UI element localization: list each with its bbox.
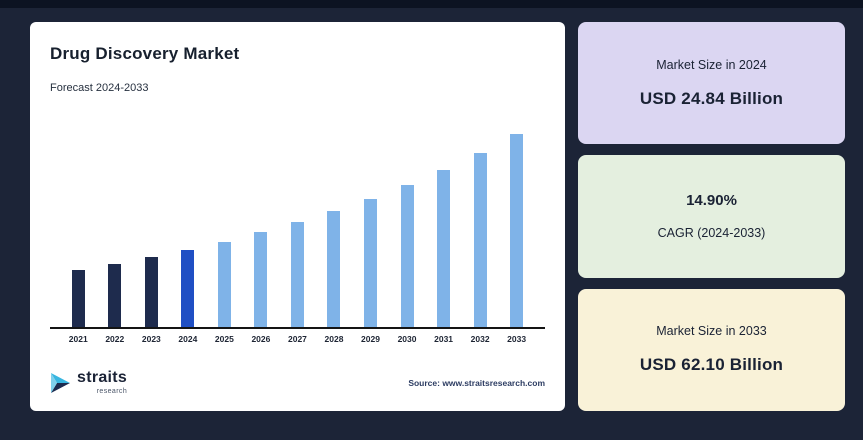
stat-label-cagr: CAGR (2024-2033) — [657, 226, 766, 241]
straits-logo: straits research — [50, 370, 127, 395]
top-edge-strip — [0, 0, 863, 8]
logo-subtitle: research — [96, 388, 128, 395]
straits-logo-icon — [51, 372, 70, 393]
bar-2026 — [243, 125, 280, 327]
chart-panel: Drug Discovery Market Forecast 2024-2033… — [30, 22, 565, 411]
bar-2033 — [498, 125, 535, 327]
chart-title: Drug Discovery Market — [50, 44, 240, 63]
stat-card-market-size-2033: Market Size in 2033 USD 62.10 Billion — [578, 288, 845, 411]
stats-column: Market Size in 2024 USD 24.84 Billion 14… — [578, 22, 845, 411]
x-tick-2030: 2030 — [397, 334, 417, 344]
bar-chart: 2021 2022 2023 2024 2025 2026 2027 2028 2029 2030… — [50, 94, 545, 344]
x-tick-2022: 2022 — [105, 334, 125, 344]
x-tick-2023: 2023 — [141, 334, 161, 344]
x-tick-2027: 2027 — [287, 334, 307, 344]
x-tick-2021: 2021 — [68, 334, 88, 344]
x-tick-2032: 2032 — [470, 334, 490, 344]
bar-2021 — [60, 125, 97, 327]
stat-value-cagr: 14.90% — [686, 192, 737, 210]
x-tick-2028: 2028 — [324, 334, 344, 344]
bar-2031 — [425, 125, 462, 327]
bar-plot — [50, 125, 545, 329]
bar-2029 — [352, 125, 389, 327]
bar-2032 — [462, 125, 499, 327]
stat-value-2024: USD 24.84 Billion — [639, 88, 784, 108]
stat-label-2024: Market Size in 2024 — [656, 57, 767, 72]
stat-card-market-size-2024: Market Size in 2024 USD 24.84 Billion — [578, 22, 845, 145]
bar-2030 — [389, 125, 426, 327]
x-tick-2025: 2025 — [214, 334, 234, 344]
straits-logo-text: straits research — [77, 369, 128, 396]
x-axis-labels: 2021 2022 2023 2024 2025 2026 2027 2028 2029 2030… — [50, 334, 545, 344]
bar-2024 — [170, 125, 207, 327]
bar-2023 — [133, 125, 170, 327]
chart-subtitle: Forecast 2024-2033 — [50, 82, 149, 94]
stat-label-2033: Market Size in 2033 — [656, 324, 767, 339]
panel-footer: straits research Source: www.straitsrese… — [50, 370, 545, 395]
stat-card-cagr: 14.90% CAGR (2024-2033) — [578, 155, 845, 278]
source-text: Source: www.straitsresearch.com — [408, 377, 545, 388]
x-tick-2024: 2024 — [178, 334, 198, 344]
bar-2028 — [316, 125, 353, 327]
bar-2027 — [279, 125, 316, 327]
x-tick-2033: 2033 — [507, 334, 527, 344]
x-tick-2029: 2029 — [361, 334, 380, 344]
bar-2025 — [206, 125, 243, 327]
bar-2022 — [97, 125, 134, 327]
x-tick-2031: 2031 — [434, 334, 454, 344]
stat-value-2033: USD 62.10 Billion — [639, 355, 784, 375]
logo-name: straits — [77, 369, 128, 386]
x-tick-2026: 2026 — [251, 334, 271, 344]
infographic: Drug Discovery Market Forecast 2024-2033… — [30, 22, 845, 411]
